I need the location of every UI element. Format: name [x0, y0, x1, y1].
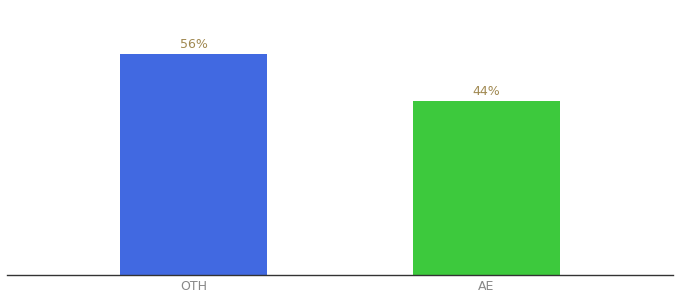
- Bar: [120, 54, 267, 274]
- Text: 56%: 56%: [180, 38, 207, 51]
- Text: 44%: 44%: [473, 85, 500, 98]
- Bar: [413, 101, 560, 274]
